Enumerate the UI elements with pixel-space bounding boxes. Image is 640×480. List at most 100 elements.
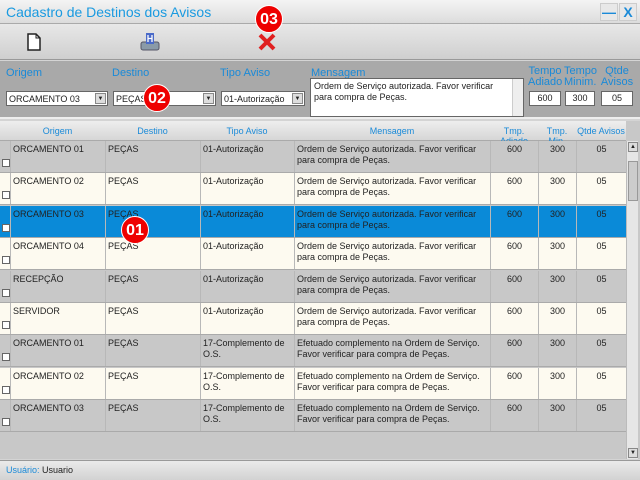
tempo-adiado-input[interactable]: 600 — [529, 91, 561, 106]
filter-panel: Origem ORCAMENTO 03 ▼ Destino PEÇAS ▼ Tipo… — [0, 61, 640, 119]
cell-tmp-adiado: 600 — [490, 238, 538, 270]
window-title: Cadastro de Destinos dos Avisos — [6, 4, 212, 20]
cell-mensagem: Ordem de Serviço autorizada. Favor verif… — [294, 303, 490, 334]
delete-x-icon — [258, 33, 276, 51]
cell-qtde-avisos: 05 — [576, 238, 626, 270]
cell-tmp-min: 300 — [538, 367, 576, 399]
origem-value: ORCAMENTO 03 — [9, 94, 80, 104]
cell-qtde-avisos: 05 — [576, 205, 626, 237]
row-checkbox[interactable] — [2, 288, 10, 297]
textarea-scrollbar[interactable] — [512, 79, 523, 116]
annotation-badge-03: 03 — [255, 5, 283, 33]
cell-destino: PEÇAS — [105, 270, 200, 302]
table-row[interactable]: ORCAMENTO 01 PEÇAS 01-Autorização Ordem de … — [0, 141, 626, 173]
new-button[interactable] — [22, 30, 46, 54]
cell-tipo-aviso: 01-Autorização — [200, 173, 294, 205]
user-value: Usuario — [42, 465, 74, 475]
cell-tmp-adiado: 600 — [490, 141, 538, 172]
cell-mensagem: Efetuado complemento na Ordem de Serviço… — [294, 335, 490, 367]
column-header-tipo-aviso[interactable]: Tipo Aviso — [226, 126, 268, 136]
vertical-scrollbar[interactable]: ▲ ▼ — [626, 141, 638, 459]
row-checkbox[interactable] — [2, 418, 10, 427]
new-document-icon — [27, 33, 41, 51]
cell-destino: PEÇAS — [105, 303, 200, 334]
mensagem-value: Ordem de Serviço autorizada. Favor verif… — [314, 81, 494, 102]
cell-destino: PEÇAS — [105, 173, 200, 205]
cell-origem: ORCAMENTO 02 — [10, 367, 105, 399]
row-checkbox[interactable] — [2, 223, 10, 232]
title-bar: Cadastro de Destinos dos Avisos — X — [0, 0, 640, 24]
tempo-minim-label: Tempo Minim. — [564, 65, 598, 88]
cell-destino: PEÇAS — [105, 400, 200, 432]
table-row[interactable]: ORCAMENTO 02 PEÇAS 01-Autorização Ordem de … — [0, 173, 626, 206]
cell-qtde-avisos: 05 — [576, 367, 626, 399]
cell-origem: ORCAMENTO 02 — [10, 173, 105, 205]
label-line: Tempo — [564, 65, 598, 77]
cell-qtde-avisos: 05 — [576, 173, 626, 205]
cell-tipo-aviso: 17-Complemento de O.S. — [200, 400, 294, 432]
cell-tmp-min: 300 — [538, 173, 576, 205]
scroll-up-icon[interactable]: ▲ — [628, 142, 638, 152]
column-header-qtde-avisos[interactable]: Qtde Avisos — [577, 126, 625, 136]
cell-mensagem: Efetuado complemento na Ordem de Serviço… — [294, 367, 490, 399]
cell-qtde-avisos: 05 — [576, 270, 626, 302]
chevron-down-icon[interactable]: ▼ — [203, 93, 214, 104]
row-checkbox[interactable] — [2, 321, 10, 329]
label-line: Qtde — [605, 65, 629, 77]
cell-mensagem: Ordem de Serviço autorizada. Favor verif… — [294, 270, 490, 302]
chevron-down-icon[interactable]: ▼ — [95, 93, 106, 104]
cell-tmp-adiado: 600 — [490, 205, 538, 237]
cell-tmp-adiado: 600 — [490, 400, 538, 432]
table-row[interactable]: ORCAMENTO 03 PEÇAS 01-Autorização Ordem de … — [0, 205, 626, 238]
table-row[interactable]: ORCAMENTO 04 PEÇAS 01-Autorização Ordem de … — [0, 238, 626, 271]
column-header-destino[interactable]: Destino — [137, 126, 168, 136]
close-button[interactable]: X — [619, 3, 637, 21]
table-row[interactable]: SERVIDOR PEÇAS 01-Autorização Ordem de Serv… — [0, 303, 626, 335]
mensagem-textarea[interactable]: Ordem de Serviço autorizada. Favor verif… — [310, 78, 524, 117]
row-checkbox[interactable] — [2, 385, 10, 394]
qtde-avisos-input[interactable]: 05 — [601, 91, 633, 106]
tempo-minim-input[interactable]: 300 — [565, 91, 595, 106]
cell-origem: ORCAMENTO 01 — [10, 141, 105, 172]
tipo-aviso-select[interactable]: 01-Autorização ▼ — [221, 91, 305, 106]
cell-mensagem: Ordem de Serviço autorizada. Favor verif… — [294, 238, 490, 270]
cell-qtde-avisos: 05 — [576, 400, 626, 432]
table-row[interactable]: ORCAMENTO 02 PEÇAS 17-Complemento de O.S. E… — [0, 367, 626, 400]
cell-origem: SERVIDOR — [10, 303, 105, 334]
status-bar: Usuário: Usuario — [0, 460, 640, 480]
label-line: Adiado — [528, 76, 563, 88]
table-row[interactable]: ORCAMENTO 01 PEÇAS 17-Complemento de O.S. E… — [0, 335, 626, 368]
cell-origem: ORCAMENTO 04 — [10, 238, 105, 270]
cell-tmp-min: 300 — [538, 141, 576, 172]
row-checkbox[interactable] — [2, 159, 10, 167]
column-header-origem[interactable]: Origem — [42, 126, 73, 136]
scroll-down-icon[interactable]: ▼ — [628, 448, 638, 458]
table-row[interactable]: RECEPÇÃO PEÇAS 01-Autorização Ordem de Serv… — [0, 270, 626, 303]
table-row[interactable]: ORCAMENTO 03 PEÇAS 17-Complemento de O.S. E… — [0, 400, 626, 433]
scroll-thumb[interactable] — [628, 161, 638, 201]
cell-destino: PEÇAS — [105, 335, 200, 367]
cell-tmp-min: 300 — [538, 303, 576, 334]
tipo-aviso-label: Tipo Aviso — [220, 67, 271, 79]
cell-tmp-adiado: 600 — [490, 335, 538, 367]
mensagem-label: Mensagem — [311, 67, 366, 79]
cell-tipo-aviso: 01-Autorização — [200, 141, 294, 172]
qtde-avisos-label: Qtde Avisos — [600, 66, 634, 88]
cell-tmp-adiado: 600 — [490, 270, 538, 302]
row-checkbox[interactable] — [2, 256, 10, 265]
cell-tmp-adiado: 600 — [490, 303, 538, 334]
label-line: Avisos — [600, 76, 634, 88]
cell-tipo-aviso: 01-Autorização — [200, 303, 294, 334]
origem-select[interactable]: ORCAMENTO 03 ▼ — [6, 91, 108, 106]
delete-button[interactable] — [255, 30, 279, 54]
column-header-mensagem[interactable]: Mensagem — [369, 126, 415, 136]
row-checkbox[interactable] — [2, 353, 10, 362]
label-line: Tempo — [528, 65, 562, 77]
cell-qtde-avisos: 05 — [576, 303, 626, 334]
minimize-button[interactable]: — — [600, 3, 618, 21]
chevron-down-icon[interactable]: ▼ — [292, 93, 303, 104]
label-line: Minim. — [564, 76, 597, 88]
destino-label: Destino — [112, 67, 150, 79]
row-checkbox[interactable] — [2, 191, 10, 200]
save-button[interactable] — [138, 30, 162, 54]
